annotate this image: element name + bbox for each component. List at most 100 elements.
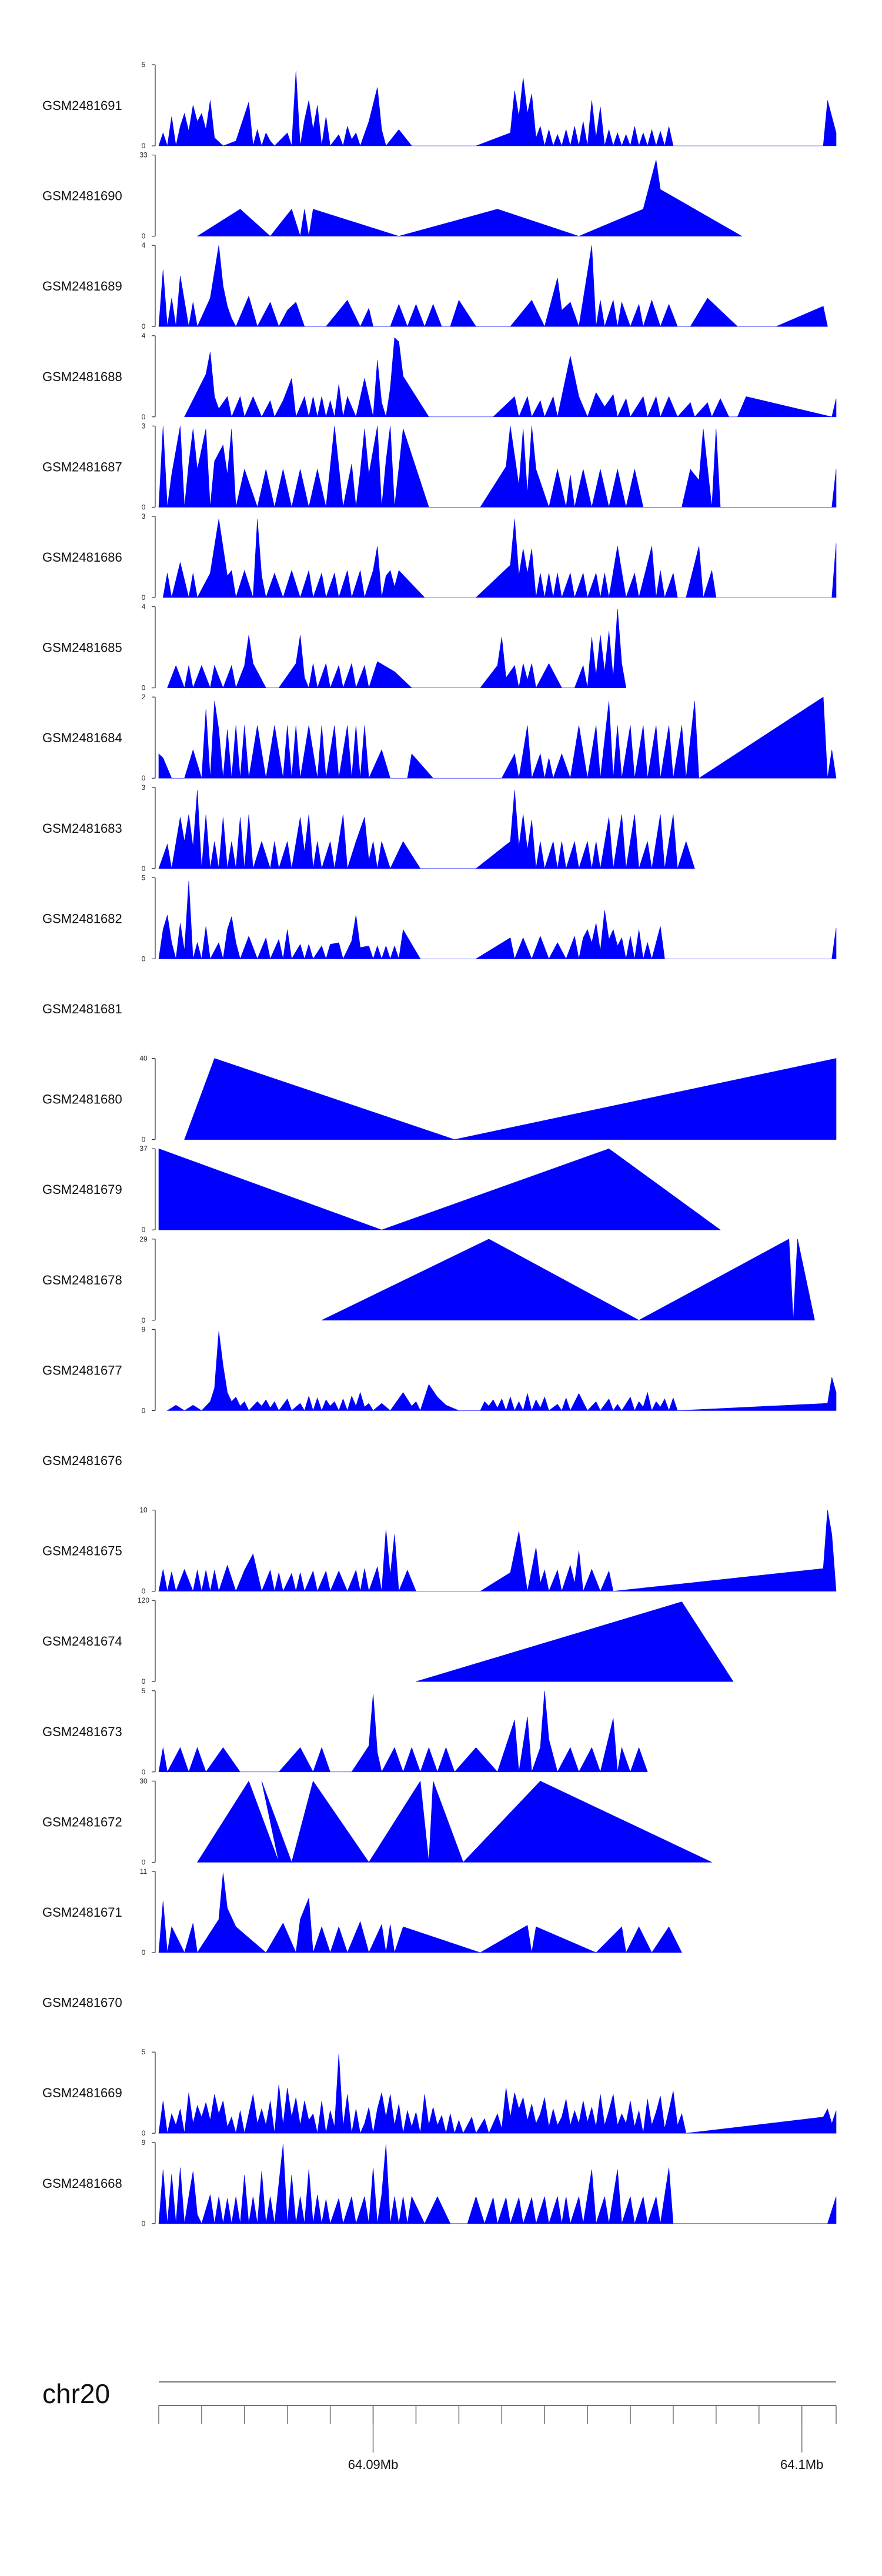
- track-label: GSM2481673: [42, 1724, 122, 1739]
- track-label: GSM2481681: [42, 1002, 122, 1016]
- track-GSM2481683: GSM2481683 3 0: [42, 783, 695, 873]
- axis-tick-label: 64.09Mb: [348, 2457, 399, 2472]
- y-tick-max-label: 3: [142, 422, 146, 430]
- y-tick-min-label: 0: [142, 684, 146, 692]
- track-GSM2481682: GSM2481682 5 0: [42, 873, 837, 963]
- track-GSM2481673: GSM2481673 5 0: [42, 1687, 648, 1776]
- track-GSM2481668: GSM2481668 9 0: [42, 2138, 837, 2228]
- track-label: GSM2481668: [42, 2176, 122, 2191]
- track-label: GSM2481678: [42, 1273, 122, 1287]
- track-GSM2481674: GSM2481674 120 0: [42, 1596, 734, 1686]
- y-tick-min-label: 0: [142, 593, 146, 602]
- coverage-area: [158, 880, 837, 960]
- coverage-area: [158, 1510, 837, 1592]
- track-GSM2481688: GSM2481688 4 0: [42, 332, 837, 421]
- y-tick-max-label: 5: [142, 1687, 146, 1695]
- track-GSM2481676: GSM2481676: [42, 1453, 122, 1468]
- track-label: GSM2481679: [42, 1182, 122, 1197]
- track-label: GSM2481677: [42, 1363, 122, 1377]
- y-tick-max-label: 3: [142, 512, 146, 520]
- y-tick-min-label: 0: [142, 1316, 146, 1324]
- coverage-area: [158, 71, 837, 147]
- y-tick-min-label: 0: [142, 1136, 146, 1144]
- y-tick-max-label: 11: [140, 1867, 148, 1876]
- coverage-area: [184, 337, 837, 418]
- y-tick-min-label: 0: [142, 1948, 146, 1957]
- y-tick-min-label: 0: [142, 322, 146, 331]
- coverage-area: [158, 1148, 721, 1230]
- chromosome-label: chr20: [42, 2378, 110, 2409]
- y-tick-min-label: 0: [142, 2129, 146, 2137]
- coverage-area: [162, 519, 837, 599]
- coverage-area: [416, 1601, 734, 1682]
- coverage-area: [166, 1331, 837, 1412]
- track-label: GSM2481671: [42, 1905, 122, 1920]
- track-GSM2481680: GSM2481680 40 0: [42, 1055, 837, 1144]
- track-label: GSM2481669: [42, 2086, 122, 2100]
- track-label: GSM2481675: [42, 1544, 122, 1559]
- track-GSM2481677: GSM2481677 9 0: [42, 1325, 837, 1414]
- y-tick-max-label: 5: [142, 2048, 146, 2056]
- track-GSM2481671: GSM2481671 11 0: [42, 1867, 682, 1957]
- y-tick-max-label: 33: [139, 151, 148, 159]
- y-tick-max-label: 10: [139, 1506, 148, 1514]
- y-tick-min-label: 0: [142, 142, 146, 150]
- y-tick-max-label: 9: [142, 2138, 146, 2147]
- track-label: GSM2481674: [42, 1634, 122, 1649]
- y-tick-min-label: 0: [142, 1858, 146, 1866]
- y-tick-max-label: 120: [138, 1596, 149, 1604]
- y-tick-min-label: 0: [142, 865, 146, 873]
- track-GSM2481675: GSM2481675 10 0: [42, 1506, 837, 1596]
- track-GSM2481686: GSM2481686 3 0: [42, 512, 837, 602]
- y-tick-min-label: 0: [142, 1677, 146, 1686]
- track-GSM2481670: GSM2481670: [42, 1996, 122, 2010]
- y-tick-max-label: 4: [142, 603, 146, 611]
- y-tick-max-label: 29: [139, 1235, 148, 1243]
- y-tick-max-label: 5: [142, 873, 146, 882]
- y-tick-min-label: 0: [142, 1587, 146, 1596]
- coverage-area: [184, 1058, 837, 1140]
- track-GSM2481672: GSM2481672 30 0: [42, 1777, 712, 1866]
- track-label: GSM2481683: [42, 821, 122, 836]
- track-label: GSM2481682: [42, 911, 122, 926]
- y-tick-max-label: 40: [139, 1055, 148, 1063]
- y-tick-max-label: 5: [142, 61, 146, 69]
- y-tick-min-label: 0: [142, 1406, 146, 1414]
- track-label: GSM2481690: [42, 189, 122, 203]
- coverage-area: [158, 1690, 648, 1773]
- track-label: GSM2481687: [42, 459, 122, 474]
- track-GSM2481681: GSM2481681: [42, 1002, 122, 1016]
- y-tick-max-label: 37: [139, 1144, 148, 1153]
- track-label: GSM2481688: [42, 369, 122, 384]
- coverage-area: [158, 696, 837, 779]
- track-GSM2481690: GSM2481690 33 0: [42, 151, 743, 241]
- track-GSM2481684: GSM2481684 2 0: [42, 693, 837, 782]
- track-GSM2481685: GSM2481685 4 0: [42, 603, 627, 692]
- y-tick-min-label: 0: [142, 1768, 146, 1776]
- y-tick-min-label: 0: [142, 413, 146, 421]
- y-tick-min-label: 0: [142, 232, 146, 241]
- y-tick-max-label: 2: [142, 693, 146, 701]
- coverage-area: [158, 1873, 682, 1954]
- coverage-area: [321, 1239, 815, 1321]
- coverage-area: [158, 2144, 837, 2224]
- y-tick-max-label: 4: [142, 332, 146, 340]
- y-tick-min-label: 0: [142, 2220, 146, 2228]
- track-label: GSM2481676: [42, 1453, 122, 1468]
- track-label: GSM2481685: [42, 640, 122, 655]
- coverage-area: [197, 1780, 712, 1863]
- coverage-area: [158, 245, 828, 328]
- track-GSM2481691: GSM2481691 5 0: [42, 61, 837, 150]
- axis-tick-label: 64.1Mb: [780, 2457, 823, 2472]
- track-label: GSM2481686: [42, 550, 122, 565]
- y-tick-max-label: 30: [139, 1777, 148, 1785]
- track-label: GSM2481689: [42, 279, 122, 293]
- track-label: GSM2481670: [42, 1996, 122, 2010]
- track-label: GSM2481684: [42, 730, 122, 745]
- track-GSM2481679: GSM2481679 37 0: [42, 1144, 721, 1234]
- track-label: GSM2481691: [42, 98, 122, 113]
- track-layer: GSM248169150GSM2481690330GSM248168940GSM…: [42, 61, 837, 2228]
- y-tick-min-label: 0: [142, 1226, 146, 1234]
- coverage-area: [158, 2053, 837, 2134]
